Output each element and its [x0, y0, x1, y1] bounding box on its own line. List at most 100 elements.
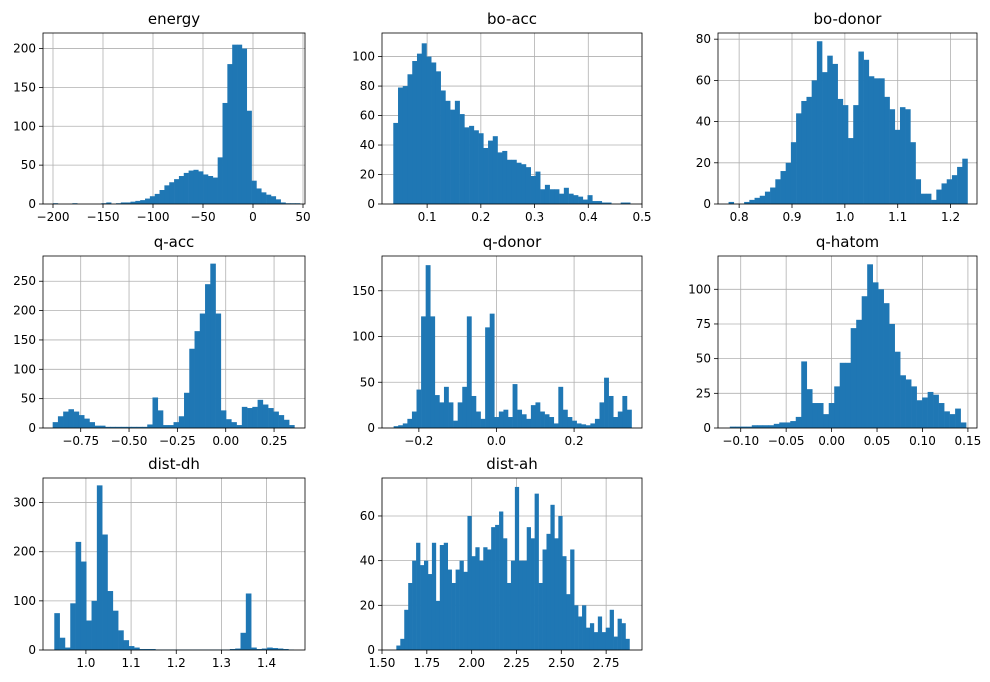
histogram-bar — [530, 175, 536, 204]
x-tick-label: 1.50 — [369, 656, 396, 670]
histogram-bar — [222, 102, 228, 204]
histogram-bar — [522, 560, 528, 650]
histogram-bar — [535, 402, 541, 428]
histogram-bar — [933, 394, 939, 428]
histogram-bar — [573, 195, 579, 204]
x-tick-label: 0.1 — [418, 210, 437, 224]
y-tick-label: 0 — [28, 643, 36, 657]
y-tick-label: 40 — [696, 115, 711, 129]
histogram-bar — [839, 362, 846, 428]
histogram-bar — [425, 265, 431, 428]
histogram-bar — [479, 560, 484, 650]
histogram-bar — [801, 361, 808, 428]
histogram-bar — [590, 423, 596, 428]
histogram-bar — [894, 351, 901, 428]
histogram-bar — [118, 630, 124, 650]
x-tick-label: 2.00 — [458, 656, 485, 670]
histogram-bar — [582, 605, 587, 650]
histogram-bar — [280, 202, 286, 204]
histogram-bar — [749, 199, 755, 204]
histogram-bar — [150, 649, 156, 650]
histogram-bar — [420, 565, 425, 650]
x-tick-label: 1.75 — [413, 656, 440, 670]
histogram-bar — [94, 425, 101, 428]
y-tick-label: 0 — [28, 421, 36, 435]
chart-title: q-hatom — [816, 233, 879, 251]
histogram-bar — [497, 152, 503, 204]
histogram-bar — [883, 303, 890, 428]
histogram-bar — [487, 549, 492, 650]
x-tick-label: 0.9 — [782, 210, 801, 224]
histogram-bar — [217, 157, 223, 204]
histogram-bar — [489, 313, 495, 428]
x-tick-label: 0.8 — [730, 210, 749, 224]
histogram-bar — [78, 415, 85, 428]
histogram-bar — [426, 56, 432, 204]
histogram-bar — [416, 53, 423, 204]
histogram-bar — [822, 72, 828, 204]
histogram-bar — [126, 426, 132, 428]
histogram-bar — [147, 424, 153, 428]
histogram-bar — [416, 389, 422, 428]
histogram-bar — [232, 44, 238, 205]
histogram-bar — [911, 386, 917, 428]
histogram-bar — [770, 187, 776, 204]
histogram-bar — [252, 406, 258, 428]
x-tick-label: 0.5 — [632, 210, 651, 224]
histogram-bar — [790, 421, 797, 428]
y-tick-label: 50 — [21, 158, 36, 172]
histogram-bar — [266, 194, 272, 204]
histogram-bar — [790, 142, 797, 204]
chart-title: dist-ah — [486, 455, 538, 473]
histogram-bar — [594, 418, 600, 428]
histogram-bar — [268, 408, 274, 428]
histogram-bar — [601, 202, 607, 204]
x-tick-label: −0.2 — [404, 434, 433, 448]
histogram-bar — [125, 202, 131, 204]
chart-title: dist-dh — [148, 455, 200, 473]
histogram-bar — [275, 199, 281, 204]
histogram-bar — [845, 362, 852, 428]
histogram-bar — [951, 175, 958, 204]
x-tick-label: 0.05 — [864, 434, 891, 448]
panel-dist-dh: dist-dh 1.0 1.1 1.2 1.3 1.4 0 100 200 300 — [13, 455, 306, 670]
histogram-bar — [502, 150, 508, 204]
y-tick-label: 150 — [13, 80, 36, 94]
y-tick-label: 0 — [367, 421, 375, 435]
histogram-bar — [585, 627, 591, 650]
histogram-bar — [558, 386, 564, 428]
histogram-bar — [467, 515, 472, 650]
plot-frame — [381, 32, 643, 205]
x-tick-label: 0.0 — [487, 434, 506, 448]
histogram-bar — [483, 547, 488, 650]
histogram-bar — [485, 327, 491, 428]
x-tick-label: 0.10 — [909, 434, 936, 448]
histogram-bar — [128, 646, 135, 650]
histogram-bar — [605, 627, 610, 650]
histogram-bar — [86, 620, 92, 650]
histogram-bar — [231, 422, 237, 428]
histogram-bar — [621, 623, 626, 650]
x-tick-label: 0.00 — [818, 434, 845, 448]
histogram-bar — [471, 395, 477, 428]
panel-q-acc: q-acc −0.75 −0.50 −0.25 0.00 0.25 0 50 100 150 200… — [13, 233, 306, 448]
y-tick-label: 50 — [696, 352, 711, 366]
histogram-bar — [728, 201, 735, 204]
y-tick-label: 100 — [352, 50, 375, 64]
histogram-bar — [811, 80, 818, 204]
plot-frame — [717, 255, 978, 429]
histogram-bar — [447, 569, 452, 650]
histogram-bar — [957, 166, 963, 204]
x-tick-label: −50 — [190, 210, 215, 224]
histogram-bar — [443, 542, 449, 650]
histogram-bar — [52, 422, 59, 428]
histogram-bar — [775, 179, 781, 204]
histogram-bar — [68, 409, 74, 428]
histogram-bar — [107, 591, 114, 650]
y-tick-label: 150 — [352, 284, 375, 298]
y-tick-label: 50 — [21, 392, 36, 406]
histogram-bar — [944, 411, 950, 428]
histogram-bar — [398, 425, 404, 428]
histogram-bar — [550, 504, 555, 650]
